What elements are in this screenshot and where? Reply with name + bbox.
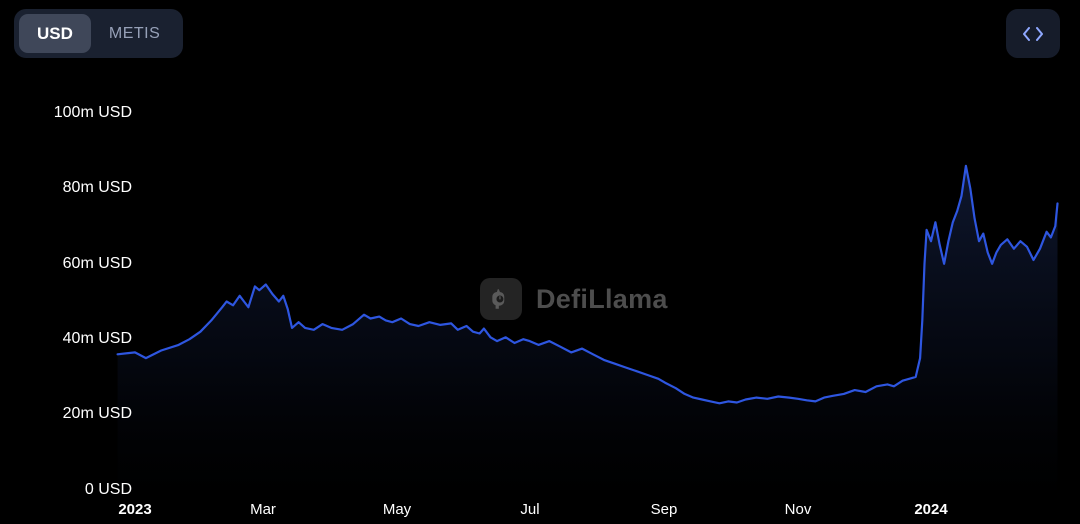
embed-chart-button[interactable]	[1006, 9, 1060, 58]
tvl-line	[116, 164, 1059, 405]
y-tick-100m: 100m USD	[53, 104, 132, 121]
y-tick-60m: 60m USD	[62, 255, 132, 272]
x-tick-mar: Mar	[250, 501, 276, 518]
x-tick-nov: Nov	[784, 501, 812, 518]
x-tick-jul: Jul	[520, 501, 540, 518]
x-tick-sep: Sep	[650, 501, 678, 518]
code-icon	[1022, 26, 1044, 41]
y-tick-40m: 40m USD	[62, 330, 132, 347]
currency-toggle: USD METIS	[14, 9, 184, 58]
y-tick-80m: 80m USD	[62, 179, 132, 196]
x-tick-may: May	[382, 501, 412, 518]
x-tick-2024: 2024	[914, 501, 948, 518]
x-tick-2023: 2023	[118, 501, 152, 518]
y-tick-0: 0 USD	[84, 481, 132, 498]
currency-option-metis[interactable]: METIS	[91, 14, 178, 53]
y-tick-20m: 20m USD	[62, 405, 132, 422]
currency-option-usd[interactable]: USD	[19, 14, 91, 53]
tvl-area	[117, 165, 1058, 491]
